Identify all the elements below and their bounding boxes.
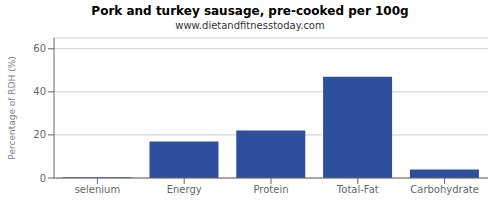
- svg-text:Protein: Protein: [253, 184, 288, 195]
- svg-text:Carbohydrate: Carbohydrate: [410, 184, 479, 195]
- svg-text:0: 0: [40, 173, 46, 184]
- html-text:www.dietandfitnesstoday.com: www.dietandfitnesstoday.com: [175, 20, 325, 31]
- html-text:Pork and turkey sausage, pre-c: Pork and turkey sausage, pre-cooked per …: [91, 4, 409, 18]
- svg-text:20: 20: [33, 129, 46, 140]
- svg-text:Percentage of RDH (%): Percentage of RDH (%): [8, 56, 17, 159]
- svg-text:40: 40: [33, 86, 46, 97]
- svg-text:Total-Fat: Total-Fat: [336, 184, 379, 195]
- svg-text:Energy: Energy: [167, 184, 202, 195]
- svg-text:selenium: selenium: [75, 184, 121, 195]
- svg-text:60: 60: [33, 43, 46, 54]
